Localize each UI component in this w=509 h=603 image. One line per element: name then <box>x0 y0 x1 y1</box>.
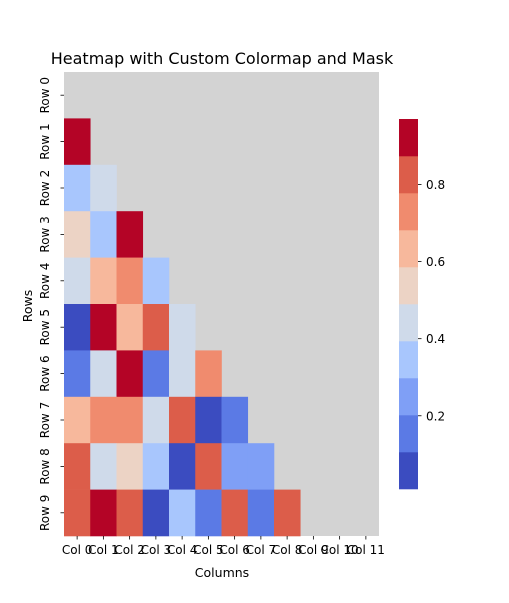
heatmap-cell <box>195 350 222 398</box>
heatmap-cell <box>142 489 170 537</box>
heatmap-cell <box>90 350 117 398</box>
heatmap-cell <box>169 350 196 398</box>
heatmap-cell <box>64 164 91 212</box>
heatmap-cell <box>64 443 91 490</box>
x-tick-label: Col 7 <box>246 543 277 557</box>
y-tick-label: Row 0 <box>38 77 52 113</box>
heatmap-cell <box>116 489 144 537</box>
heatmap-cell <box>64 118 91 166</box>
colorbar-segment <box>399 119 418 157</box>
y-axis-label: Rows <box>20 290 35 323</box>
heatmap-cell <box>64 257 91 305</box>
x-tick-label: Col 8 <box>272 543 303 557</box>
heatmap-cell <box>116 443 144 490</box>
heatmap-cell <box>221 443 249 490</box>
colorbar-segment <box>399 378 418 416</box>
heatmap-cell <box>116 304 144 351</box>
y-tick-label: Row 2 <box>38 170 52 206</box>
heatmap-cell <box>64 304 91 351</box>
colorbar-tick-label: 0.4 <box>426 332 445 346</box>
heatmap-cell <box>247 443 275 490</box>
colorbar-segment <box>399 415 418 453</box>
heatmap-cell <box>90 164 117 212</box>
x-tick-label: Col 3 <box>141 543 172 557</box>
heatmap-cell <box>169 489 196 537</box>
y-axis-ticks: Row 0 Row 1 Row 2 Row 3 Row 4 Row 5 Row 6 Row 7… <box>38 77 64 531</box>
heatmap-cell <box>169 304 196 351</box>
heatmap-cell <box>169 443 196 490</box>
heatmap-cell <box>221 489 249 537</box>
heatmap-cell <box>116 257 144 305</box>
colorbar-segment <box>399 230 418 268</box>
colorbar-tick-label: 0.2 <box>426 409 445 423</box>
y-tick-label: Row 6 <box>38 355 52 391</box>
y-tick-label: Row 4 <box>38 263 52 299</box>
y-tick-label: Row 8 <box>38 448 52 484</box>
colorbar-segment <box>399 267 418 305</box>
heatmap-cell <box>247 489 275 537</box>
chart-title: Heatmap with Custom Colormap and Mask <box>51 49 394 68</box>
heatmap-cell <box>116 396 144 444</box>
heatmap-cells <box>64 72 379 537</box>
heatmap-cell <box>169 396 196 444</box>
x-tick-label: Col 1 <box>88 543 119 557</box>
x-tick-label: Col 2 <box>114 543 145 557</box>
colorbar-tick-label: 0.8 <box>426 178 445 192</box>
heatmap-cell <box>90 304 117 351</box>
heatmap-cell <box>274 489 301 537</box>
heatmap-cell <box>142 396 170 444</box>
x-tick-label: Col 6 <box>219 543 250 557</box>
heatmap-cell <box>90 489 117 537</box>
x-tick-label: Col 11 <box>347 543 385 557</box>
x-tick-label: Col 4 <box>167 543 198 557</box>
colorbar-segment <box>399 304 418 342</box>
heatmap-cell <box>142 304 170 351</box>
x-tick-label: Col 5 <box>193 543 224 557</box>
heatmap-cell <box>64 211 91 258</box>
heatmap-cell <box>90 211 117 258</box>
heatmap-cell <box>116 350 144 398</box>
colorbar-segment <box>399 193 418 231</box>
y-tick-label: Row 7 <box>38 402 52 438</box>
colorbar-tick-label: 0.6 <box>426 255 445 269</box>
heatmap-cell <box>142 443 170 490</box>
heatmap-cell <box>221 396 249 444</box>
colorbar-segment <box>399 452 418 490</box>
x-tick-label: Col 10 <box>321 543 359 557</box>
heatmap-cell <box>90 257 117 305</box>
heatmap-cell <box>64 489 91 537</box>
y-tick-label: Row 5 <box>38 309 52 345</box>
heatmap-cell <box>142 257 170 305</box>
y-tick-label: Row 3 <box>38 216 52 252</box>
heatmap-cell <box>116 211 144 258</box>
heatmap-cell <box>90 443 117 490</box>
heatmap-cell <box>195 396 222 444</box>
heatmap-cell <box>64 396 91 444</box>
x-tick-label: Col 0 <box>62 543 93 557</box>
y-tick-label: Row 1 <box>38 123 52 159</box>
heatmap-cell <box>142 350 170 398</box>
heatmap-cell <box>195 443 222 490</box>
heatmap-cell <box>195 489 222 537</box>
colorbar-segment <box>399 156 418 194</box>
y-tick-label: Row 9 <box>38 495 52 531</box>
colorbar-segment <box>399 341 418 379</box>
x-axis-label: Columns <box>195 565 249 580</box>
x-tick-label: Col 9 <box>298 543 329 557</box>
heatmap-cell <box>64 350 91 398</box>
colorbar: 0.2 0.4 0.6 0.8 <box>399 119 445 490</box>
heatmap-cell <box>90 396 117 444</box>
